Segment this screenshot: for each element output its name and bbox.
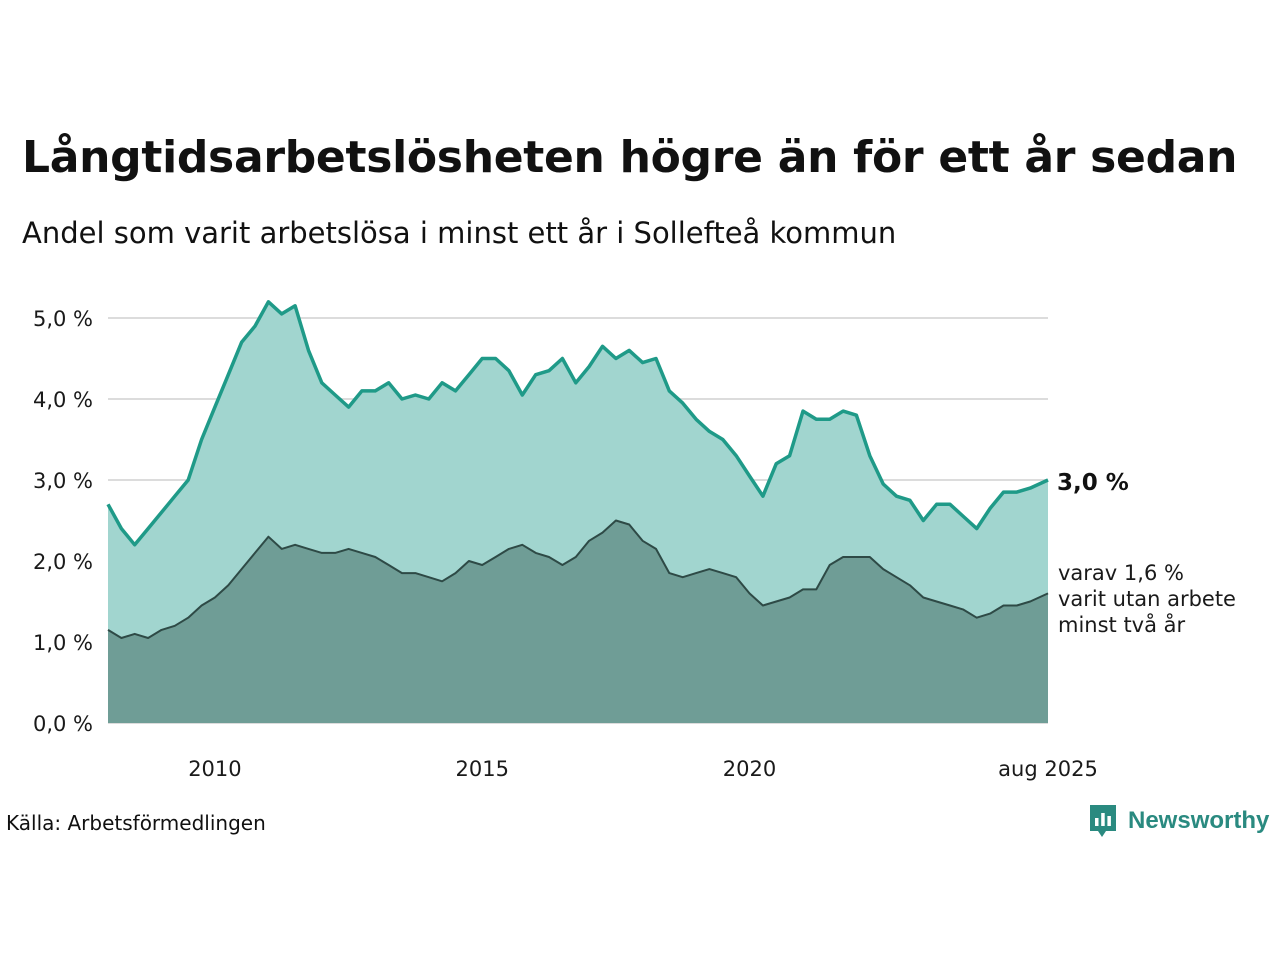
end-value-label: 3,0 % — [1057, 470, 1129, 496]
y-tick-label: 2,0 % — [33, 550, 93, 574]
sub-note-line-3: minst två år — [1058, 612, 1186, 637]
x-tick-label: 2010 — [188, 757, 241, 781]
x-axis: 2010 2015 2020 aug 2025 — [188, 757, 1098, 781]
series-area-2y — [108, 520, 1048, 723]
y-tick-label: 5,0 % — [33, 307, 93, 331]
x-tick-label: 2020 — [723, 757, 776, 781]
newsworthy-logo-icon — [1090, 805, 1116, 837]
chart-areas — [106, 300, 1049, 723]
y-tick-label: 1,0 % — [33, 631, 93, 655]
y-tick-label: 4,0 % — [33, 388, 93, 412]
source-note: Källa: Arbetsförmedlingen — [6, 811, 266, 835]
sub-note-line-1: varav 1,6 % — [1058, 561, 1184, 585]
y-tick-label: 3,0 % — [33, 469, 93, 493]
chart-subtitle: Andel som varit arbetslösa i minst ett å… — [22, 216, 897, 250]
sub-note-line-2: varit utan arbete — [1058, 587, 1236, 611]
chart-title: Långtidsarbetslösheten högre än för ett … — [22, 132, 1238, 183]
newsworthy-logo: Newsworthy — [1088, 803, 1269, 839]
brand-name: Newsworthy — [1128, 807, 1270, 834]
y-tick-label: 0,0 % — [33, 712, 93, 736]
x-tick-label: aug 2025 — [998, 757, 1098, 781]
y-axis: 0,0 % 1,0 % 2,0 % 3,0 % 4,0 % 5,0 % — [33, 307, 93, 736]
x-tick-label: 2015 — [455, 757, 508, 781]
sub-series-note: varav 1,6 % varit utan arbete minst två … — [1058, 561, 1236, 637]
